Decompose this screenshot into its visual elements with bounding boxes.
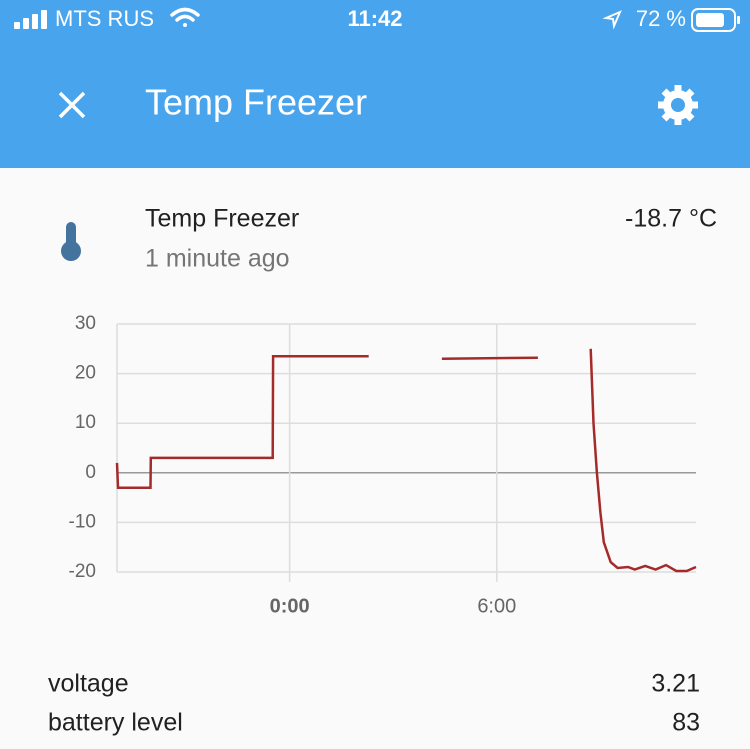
app-header-bg bbox=[0, 0, 750, 168]
attribute-value: 3.21 bbox=[651, 670, 700, 698]
battery-percent: 72 % bbox=[636, 6, 686, 31]
x-tick-label: 6:00 bbox=[477, 595, 516, 617]
attribute-value: 83 bbox=[672, 709, 700, 737]
attribute-name: voltage bbox=[48, 670, 129, 698]
data-line bbox=[115, 348, 697, 573]
history-chart: -20 -10 0 10 20 30 0:00 6:00 bbox=[69, 313, 697, 617]
y-tick-label: 20 bbox=[75, 363, 96, 384]
last-updated: 1 minute ago bbox=[145, 245, 290, 273]
carrier: MTS RUS bbox=[55, 6, 154, 31]
battery-icon bbox=[691, 8, 740, 32]
settings-button[interactable] bbox=[658, 85, 698, 125]
entity-state: -18.7 °C bbox=[625, 205, 717, 233]
signal-icon bbox=[14, 10, 47, 29]
y-tick-label: -10 bbox=[69, 511, 96, 532]
y-tick-label: 10 bbox=[75, 412, 96, 433]
wifi-icon bbox=[170, 7, 200, 27]
location-icon bbox=[602, 10, 622, 30]
thermometer-icon bbox=[61, 222, 81, 261]
y-tick-label: -20 bbox=[69, 561, 96, 582]
y-tick-label: 0 bbox=[85, 462, 96, 483]
clock: 11:42 bbox=[347, 6, 402, 31]
attribute-name: battery level bbox=[48, 709, 183, 737]
x-tick-label: 0:00 bbox=[270, 595, 310, 617]
y-tick-label: 30 bbox=[75, 313, 96, 334]
header-title: Temp Freezer bbox=[145, 82, 367, 123]
entity-name: Temp Freezer bbox=[145, 205, 299, 233]
close-button[interactable] bbox=[58, 91, 86, 119]
